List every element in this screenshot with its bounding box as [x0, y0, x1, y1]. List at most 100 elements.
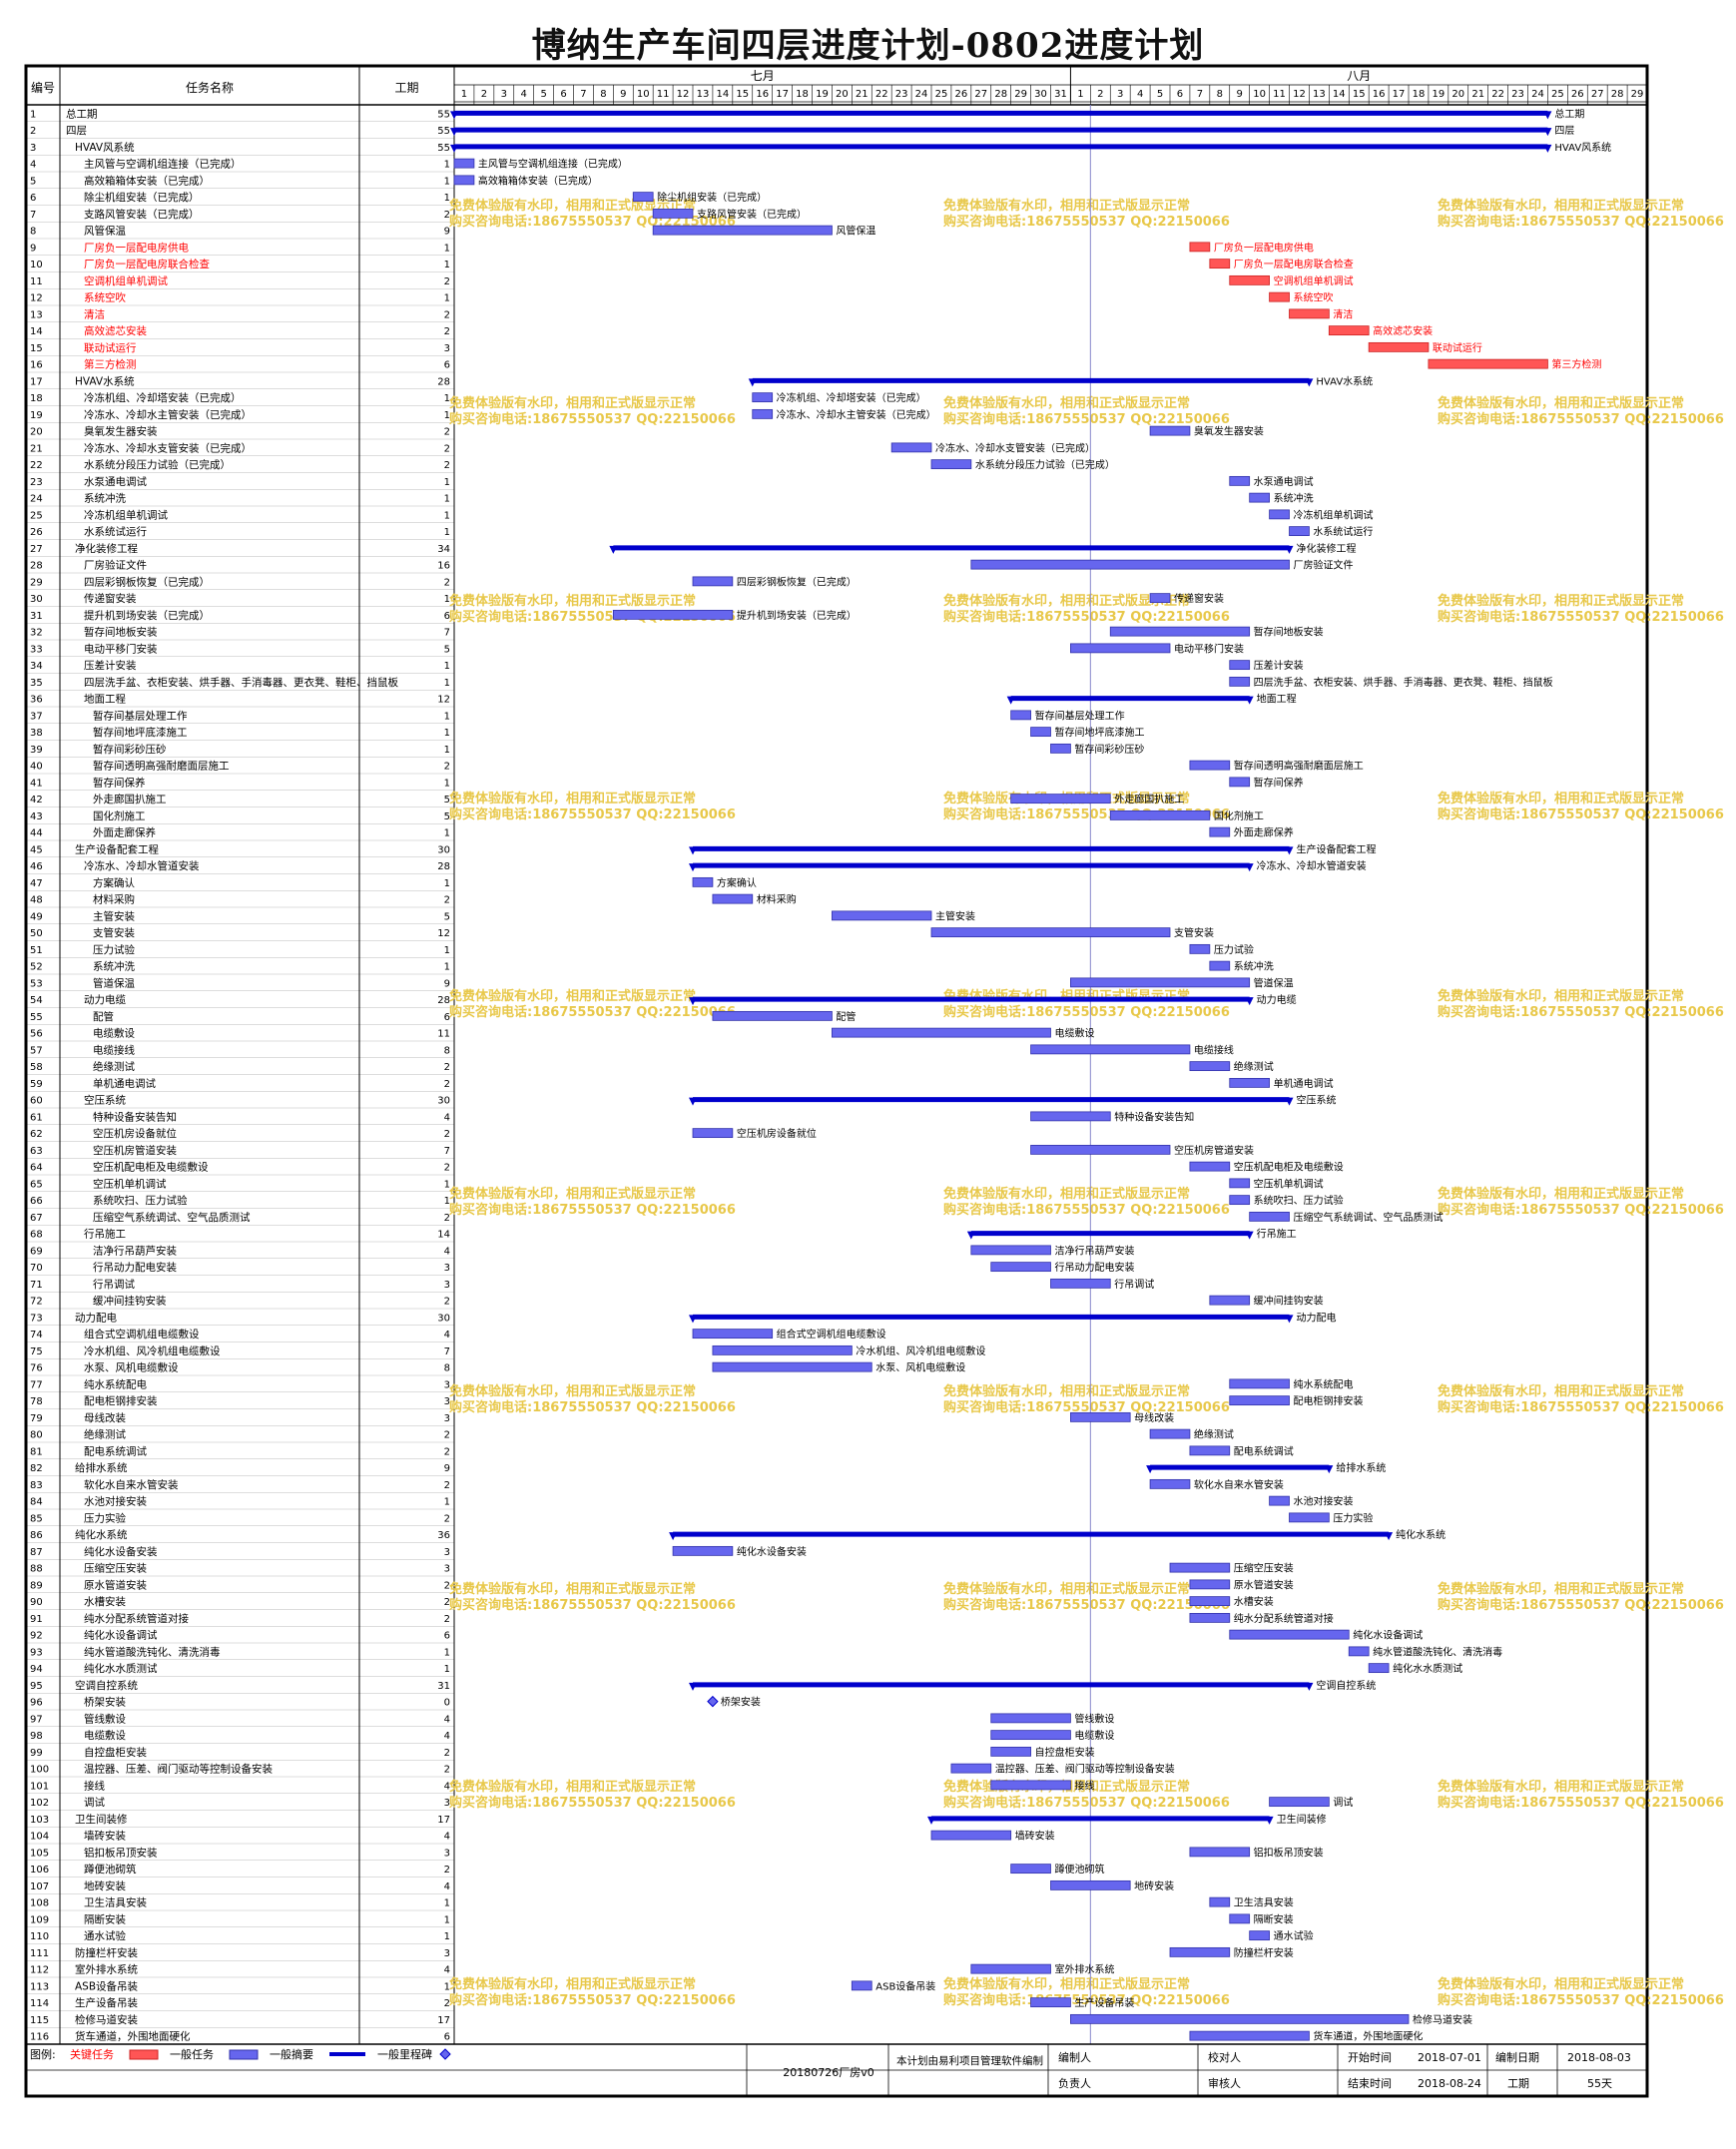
- task-duration: 2: [444, 895, 450, 906]
- task-bar: [1229, 660, 1251, 671]
- task-bar: [1010, 710, 1031, 721]
- watermark-line2: 购买咨询电话:18675550537 QQ:22150066: [1438, 411, 1724, 427]
- task-id: 110: [30, 1931, 49, 1942]
- bar-label: 管道保温: [1254, 976, 1294, 989]
- task-duration: 17: [437, 2015, 450, 2026]
- task-id: 4: [30, 160, 36, 171]
- task-bar: [1050, 743, 1071, 754]
- summary-bar: [454, 127, 1548, 133]
- task-bar: [712, 1344, 853, 1355]
- task-id: 101: [30, 1781, 49, 1792]
- task-bar: [1229, 1378, 1290, 1389]
- task-bar: [1289, 1512, 1330, 1523]
- task-id: 35: [30, 678, 43, 689]
- summary-end-cap: [1285, 1097, 1294, 1106]
- watermark-line1: 免费体验版有水印，相用和正式版显示正常: [943, 1383, 1190, 1399]
- bar-label: 纯水系统配电: [1294, 1377, 1354, 1390]
- task-name: 压缩空压安装: [84, 1562, 147, 1575]
- task-duration: 16: [437, 561, 450, 572]
- task-id: 68: [30, 1230, 43, 1241]
- task-duration: 28: [437, 376, 450, 387]
- bar-label: 厂房验证文件: [1294, 559, 1354, 572]
- watermark-line1: 免费体验版有水印，相用和正式版显示正常: [449, 791, 696, 806]
- task-bar: [1030, 1111, 1111, 1122]
- task-id: 17: [30, 376, 43, 387]
- task-duration: 4: [444, 1246, 450, 1257]
- summary-end-cap: [1325, 1465, 1334, 1474]
- task-name: 墙砖安装: [84, 1830, 126, 1843]
- task-name: 厂房验证文件: [84, 559, 147, 572]
- task-name: 配电柜钢排安装: [84, 1394, 158, 1407]
- task-name: 四层: [66, 125, 87, 137]
- bar-label: 母线改装: [1134, 1411, 1174, 1424]
- task-name: 冷冻水、冷却水支管安装（已完成）: [84, 441, 252, 454]
- task-name: 纯化水设备安装: [84, 1545, 158, 1558]
- task-duration: 2: [444, 309, 450, 320]
- bar-label: 接线: [1074, 1779, 1094, 1792]
- day-label: 15: [1353, 89, 1366, 100]
- task-duration: 3: [444, 1564, 450, 1575]
- task-duration: 2: [444, 427, 450, 438]
- task-duration: 1: [444, 527, 450, 538]
- task-duration: 2: [444, 1614, 450, 1625]
- task-id: 54: [30, 995, 43, 1006]
- bar-label: 绝缘测试: [1234, 1060, 1274, 1073]
- bar-label: 纯水管道酸洗钝化、清洗消毒: [1373, 1645, 1502, 1658]
- task-bar: [1229, 1913, 1251, 1924]
- bar-label: 卫生间装修: [1277, 1813, 1327, 1826]
- bar-label: 高效滤芯安装: [1373, 324, 1433, 337]
- task-bar: [851, 1980, 872, 1991]
- task-bar: [1189, 1612, 1231, 1623]
- summary-bar: [693, 1682, 1310, 1688]
- task-duration: 2: [444, 1480, 450, 1491]
- summary-bar: [693, 996, 1250, 1002]
- task-id: 45: [30, 844, 43, 855]
- summary-bar: [1150, 1464, 1330, 1470]
- task-id: 50: [30, 928, 43, 939]
- bar-label: 冷水机组、风冷机组电缆敷设: [856, 1344, 985, 1357]
- task-name: 水系统试运行: [84, 525, 147, 538]
- task-id: 2: [30, 126, 36, 137]
- task-duration: 2: [444, 326, 450, 337]
- task-name: 系统吹扫、压力试验: [93, 1194, 188, 1207]
- task-id: 13: [30, 309, 43, 320]
- task-name: 电缆敷设: [84, 1729, 126, 1742]
- task-name: 行吊调试: [93, 1278, 135, 1291]
- task-name: 纯水系统配电: [84, 1377, 147, 1390]
- task-duration: 1: [444, 728, 450, 739]
- task-duration: 5: [444, 795, 450, 806]
- bar-label: 空调自控系统: [1316, 1679, 1376, 1692]
- task-name: ASB设备吊装: [75, 1979, 139, 1992]
- watermark-line1: 免费体验版有水印，相用和正式版显示正常: [1438, 988, 1684, 1004]
- footer-owner-label: 负责人: [1058, 2076, 1091, 2090]
- task-name: 联动试运行: [84, 341, 137, 354]
- task-id: 92: [30, 1631, 43, 1642]
- footer: 图例: 关键任务 一般任务 一般摘要 一般里程碑 20180726厂房v0 本计划由易利项目…: [26, 2043, 1647, 2096]
- task-id: 7: [30, 210, 36, 221]
- summary-start-cap: [927, 1816, 935, 1825]
- task-name: 四层彩钢板恢复（已完成）: [84, 575, 210, 588]
- day-label: 27: [974, 89, 987, 100]
- task-name: 防撞栏杆安装: [75, 1946, 138, 1959]
- task-duration: 55: [437, 109, 450, 120]
- bar-label: 墙砖安装: [1015, 1830, 1055, 1843]
- task-id: 114: [30, 1998, 49, 2009]
- task-id: 78: [30, 1396, 43, 1407]
- task-bar: [453, 175, 475, 186]
- day-label: 21: [856, 89, 868, 100]
- day-label: 7: [580, 89, 586, 100]
- summary-end-cap: [1385, 1532, 1394, 1541]
- task-bar: [1289, 308, 1330, 319]
- watermark-line1: 免费体验版有水印，相用和正式版显示正常: [1438, 791, 1684, 806]
- task-duration: 2: [444, 1597, 450, 1608]
- watermark-line2: 购买咨询电话:18675550537 QQ:22150066: [449, 1399, 736, 1415]
- task-duration: 1: [444, 1931, 450, 1942]
- day-label: 23: [1511, 89, 1524, 100]
- task-bar: [1229, 676, 1251, 687]
- bar-label: 暂存间透明高强耐磨面层施工: [1234, 760, 1364, 773]
- day-label: 7: [1197, 89, 1203, 100]
- task-bar: [1229, 777, 1251, 788]
- task-bar: [1189, 2030, 1310, 2041]
- day-label: 9: [1237, 89, 1243, 100]
- summary-end-cap: [1543, 111, 1552, 120]
